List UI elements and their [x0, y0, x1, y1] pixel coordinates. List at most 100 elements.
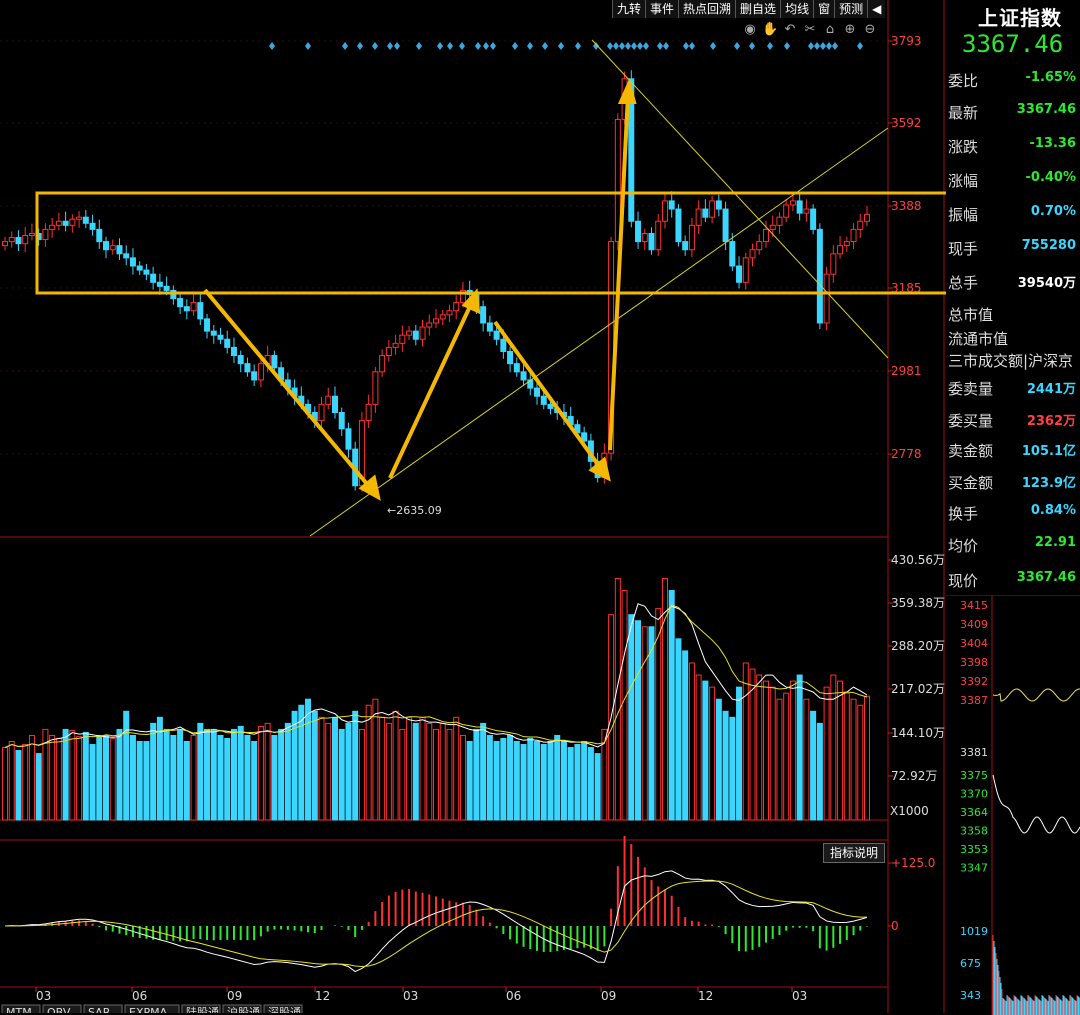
volume-bar [129, 734, 136, 821]
volume-bar [459, 734, 466, 821]
bottom-tab[interactable] [222, 1004, 262, 1013]
candle-body [628, 78, 635, 222]
volume-bar [2, 747, 8, 821]
quote-value: -13.36 [1029, 136, 1076, 151]
toolbar-button-6[interactable]: 预测 [834, 0, 868, 18]
volume-bar [527, 737, 534, 821]
volume-bar [318, 716, 325, 821]
mini-price-tick: 3392 [960, 675, 988, 688]
quote-value: 2362万 [1026, 414, 1076, 429]
signal-dot [832, 42, 838, 50]
toolbar-button-0[interactable]: 九转 [612, 0, 646, 18]
quote-plain-row: 流通市值 [948, 330, 1009, 348]
candle-body [42, 228, 49, 241]
volume-bar [15, 750, 22, 821]
zoom-in-icon[interactable]: ⊕ [844, 22, 856, 37]
volume-bar [257, 725, 264, 821]
undo-icon[interactable]: ↶ [784, 22, 796, 37]
volume-bar [466, 740, 473, 821]
volume-bar [365, 704, 372, 821]
toolbar-button-3[interactable]: 删自选 [735, 0, 781, 18]
eye-icon[interactable]: ◉ [744, 22, 756, 37]
macd-tick-label: +125.0 [891, 856, 935, 870]
toolbar-button-2[interactable]: 热点回溯 [678, 0, 736, 18]
volume-bar [42, 728, 49, 821]
panel-frames [0, 0, 945, 1013]
bottom-tab[interactable] [124, 1004, 180, 1013]
candle-body [392, 342, 399, 348]
signal-dot [749, 42, 755, 50]
quote-value: -1.65% [1025, 70, 1077, 85]
volume-bar [648, 626, 655, 821]
mini-price-tick: 3387 [960, 694, 988, 707]
volume-bar [210, 728, 217, 821]
signal-dot [342, 42, 348, 50]
candles [2, 70, 870, 492]
low-annotation: ←2635.09 [387, 504, 442, 517]
quote-row: 买金额 123.9亿 [946, 472, 1080, 502]
volume-bar [837, 680, 844, 821]
x-tick-label: 03 [36, 989, 51, 1003]
quote-row: 振幅 0.70% [946, 204, 1080, 234]
bottom-tab[interactable] [181, 1004, 221, 1013]
candle-body [412, 330, 419, 340]
volume-bar [143, 740, 150, 821]
toolbar-button-5[interactable]: 窗 [813, 0, 835, 18]
candle-body [76, 216, 83, 220]
scissors-icon[interactable]: ✂ [804, 22, 816, 37]
quote-label: 振幅 [948, 206, 979, 224]
volume-bar [581, 740, 588, 821]
bottom-tab[interactable] [1, 1004, 41, 1013]
lock-icon[interactable]: ⌂ [825, 22, 835, 37]
candle-body [843, 241, 850, 247]
x-tick-label: 12 [315, 989, 330, 1003]
candle-body [783, 204, 790, 218]
quote-row: 委买量 2362万 [946, 410, 1080, 440]
volume-bar [628, 614, 635, 821]
signal-dot [387, 42, 393, 50]
range-box [35, 191, 946, 295]
arrowhead-3 [588, 456, 611, 482]
signal-dot [637, 42, 643, 50]
mini-price-tick: 3398 [960, 656, 988, 669]
volume-bar [419, 716, 426, 821]
volume-bar [385, 722, 392, 821]
volume-bar [675, 638, 682, 821]
toolbar-button-4[interactable]: 均线 [780, 0, 814, 18]
signal-dot [689, 42, 695, 50]
quote-panel: 上证指数 3367.46 委比 -1.65% 最新 3367.46 涨跌 -13.36 涨幅… [946, 0, 1080, 1015]
signal-dot [475, 42, 481, 50]
volume-bar [103, 734, 110, 821]
volume-tick-label: 217.02万 [891, 682, 945, 696]
quote-row: 总手 39540万 [946, 272, 1080, 302]
mini-price-tick: 3364 [960, 806, 988, 819]
volume-bar [109, 737, 116, 821]
bottom-tab[interactable] [83, 1004, 123, 1013]
signal-dot [542, 42, 548, 50]
candle-body [789, 200, 796, 206]
candle-body [224, 338, 231, 348]
bottom-tab[interactable] [263, 1004, 303, 1013]
zoom-out-icon[interactable]: ⊖ [864, 22, 876, 37]
annotations [35, 39, 946, 537]
signal-dot [527, 42, 533, 50]
toolbar-button-1[interactable]: 事件 [645, 0, 679, 18]
volume-tick-label: 288.20万 [891, 639, 945, 653]
bottom-tabs[interactable]: MTM OBV SAR EXPMA 陆股通 沪股通 深股通 [1, 1004, 303, 1013]
volume-bar [150, 722, 157, 821]
hand-icon[interactable]: ✋ [762, 22, 779, 37]
volume-tick-label: 430.56万 [891, 553, 945, 567]
volume-bar [722, 710, 729, 821]
candle-body [55, 220, 62, 226]
candle-body [123, 253, 130, 259]
signal-dot [575, 42, 581, 50]
candle-body [183, 306, 190, 312]
toolbar-button-7[interactable]: ◀ [867, 0, 886, 18]
x-tick-label: 03 [792, 989, 807, 1003]
macd-panel [4, 835, 868, 973]
candle-body [446, 310, 453, 316]
candle-body [109, 245, 116, 251]
bottom-tab[interactable] [42, 1004, 82, 1013]
indicator-help-button[interactable]: 指标说明 [823, 843, 886, 863]
candle-body [89, 222, 96, 230]
